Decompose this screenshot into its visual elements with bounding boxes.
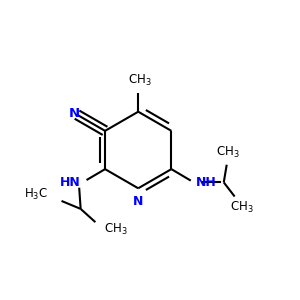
Text: HN: HN	[60, 176, 81, 189]
Text: CH$_3$: CH$_3$	[230, 200, 253, 215]
Text: CH$_3$: CH$_3$	[216, 145, 240, 160]
Text: N: N	[68, 107, 80, 120]
Text: NH: NH	[196, 176, 217, 189]
Text: N: N	[133, 195, 143, 208]
Text: CH$_3$: CH$_3$	[104, 222, 128, 237]
Text: CH$_3$: CH$_3$	[128, 73, 152, 88]
Text: H$_3$C: H$_3$C	[24, 187, 48, 202]
